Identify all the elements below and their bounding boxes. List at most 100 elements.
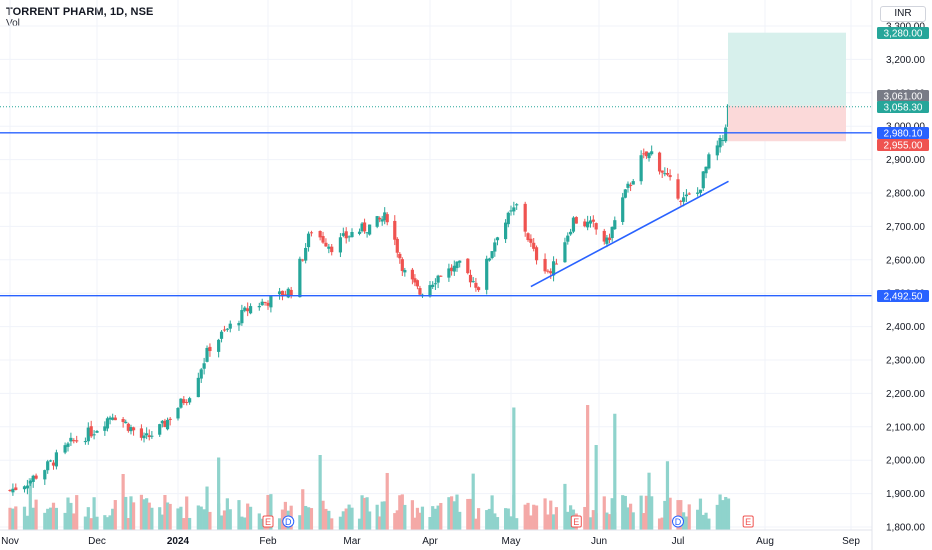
volume-bar: [439, 502, 443, 530]
volume-bar: [8, 507, 12, 530]
volume-bar: [160, 514, 164, 530]
volume-bar: [365, 497, 369, 530]
candle: [362, 218, 367, 234]
candle-body: [455, 261, 459, 269]
candle-body: [357, 231, 362, 234]
candle: [277, 287, 282, 300]
candle-body: [269, 295, 273, 308]
candle-body: [147, 435, 151, 438]
candle-body: [607, 237, 612, 241]
volume-bar: [452, 501, 456, 530]
candle-body: [468, 274, 473, 283]
candle-body: [551, 261, 556, 276]
candle-body: [142, 435, 146, 439]
y-tick-label: 2,800.00: [886, 189, 925, 200]
candle: [594, 222, 598, 235]
volume-bar: [718, 494, 722, 530]
candle-body: [365, 232, 369, 234]
candle: [51, 460, 56, 470]
candle: [228, 320, 232, 333]
volume-bar: [698, 498, 703, 530]
candle-body: [260, 301, 264, 306]
candle: [63, 442, 67, 455]
candle: [687, 192, 691, 195]
candle-body: [72, 440, 76, 442]
volume-bar: [487, 508, 491, 530]
candle: [398, 252, 402, 264]
volume-bar: [31, 507, 35, 530]
volume-bar: [631, 512, 635, 530]
y-tick-label: 2,900.00: [886, 155, 925, 166]
candle: [452, 260, 456, 276]
candle-body: [663, 173, 667, 175]
earnings-event-icon[interactable]: E: [570, 515, 582, 528]
y-tick-label: 2,400.00: [886, 322, 925, 333]
volume-bar: [644, 495, 648, 530]
candle: [237, 320, 241, 331]
volume-bar: [679, 500, 683, 530]
candle: [368, 224, 372, 236]
volume-bar: [327, 510, 331, 530]
candle: [196, 372, 200, 398]
volume-bar: [594, 445, 598, 530]
price-tag-bg: [877, 90, 929, 102]
volume-bar: [49, 507, 53, 530]
candle: [304, 243, 308, 264]
earnings-event-icon[interactable]: E: [262, 515, 274, 528]
volume-bar: [455, 494, 459, 530]
candle: [142, 432, 146, 443]
candle: [696, 187, 700, 197]
candle-body: [684, 194, 689, 197]
candle-body: [43, 470, 47, 480]
x-tick-label: May: [502, 536, 521, 547]
candle: [306, 231, 311, 252]
candle-body: [715, 145, 719, 156]
candle-body: [196, 377, 200, 398]
volume-bar: [22, 506, 27, 530]
volume-bar: [266, 494, 270, 530]
event-label: D: [675, 517, 682, 527]
volume-bar: [360, 495, 364, 530]
volume-bar: [145, 498, 149, 530]
candle: [428, 280, 432, 298]
volume-bar: [471, 473, 475, 530]
volume-bar: [721, 500, 725, 530]
dividend-event-icon[interactable]: D: [282, 515, 295, 528]
candle-body: [165, 419, 170, 430]
candle: [588, 216, 593, 228]
candle-body: [383, 212, 387, 221]
volume-bar: [280, 509, 285, 530]
candle-body: [283, 294, 287, 296]
volume-bar: [687, 504, 691, 530]
volume-bar: [466, 498, 470, 530]
candle-body: [126, 423, 130, 431]
candle-body: [86, 427, 90, 442]
earnings-event-icon[interactable]: E: [742, 515, 754, 528]
candle-body: [266, 302, 270, 306]
candle: [185, 399, 189, 406]
candle: [715, 140, 719, 161]
candle-body: [532, 242, 536, 249]
candle-body: [631, 181, 635, 185]
candle-body: [433, 283, 437, 285]
candle-body: [450, 267, 454, 272]
candle: [263, 301, 267, 306]
candle-body: [14, 487, 18, 490]
candle-body: [168, 418, 172, 420]
x-tick-label: 2024: [167, 536, 190, 547]
currency-button[interactable]: INR: [880, 6, 926, 22]
candle: [660, 170, 664, 178]
y-tick-label: 2,100.00: [886, 422, 925, 433]
candle: [613, 216, 617, 230]
price-tag-target: 3,280.00: [877, 27, 929, 40]
volume-bar: [566, 511, 570, 530]
candle: [534, 245, 539, 265]
volume-bar: [546, 514, 550, 530]
x-tick-label: Jul: [672, 536, 685, 547]
volume-bar: [477, 508, 481, 530]
volume-bar: [324, 508, 328, 530]
candle: [474, 277, 478, 292]
candle: [298, 256, 302, 298]
dividend-event-icon[interactable]: D: [672, 515, 684, 528]
